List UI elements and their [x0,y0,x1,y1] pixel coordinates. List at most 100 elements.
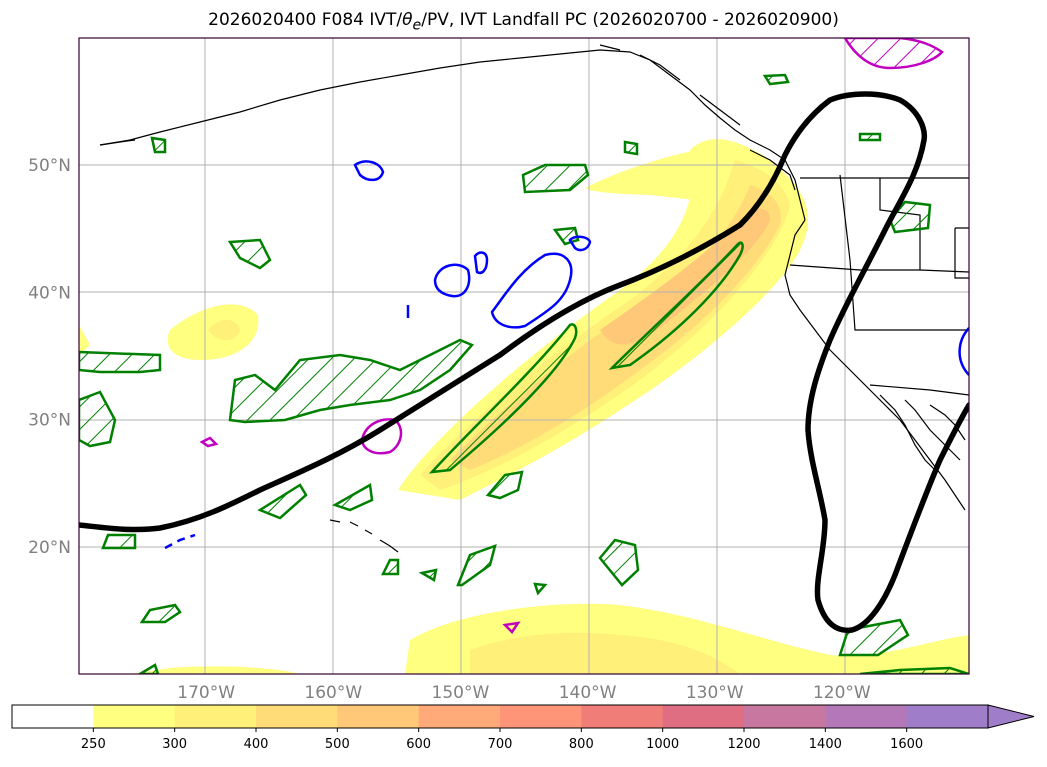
magenta-small-2 [502,621,521,634]
latitude-labels: 20°N 30°N 40°N 50°N [28,156,71,558]
colorbar-tick-label: 1600 [890,737,923,752]
mexico-coast [929,404,966,441]
ivt-landfall-pc [79,91,969,634]
lat-tick-label: 20°N [28,538,71,558]
colorbar-tick-label: 700 [488,737,513,752]
colorbar-segment [906,705,989,728]
colorbar-tick-label: 500 [325,737,350,752]
lon-tick-label: 160°W [304,683,362,703]
colorbar-tick-label: 600 [406,737,431,752]
longitude-labels: 170°W 160°W 150°W 140°W 130°W 120°W [177,683,871,703]
theta-e-blob-8 [456,544,497,587]
magenta-circle [360,418,403,455]
magenta-top [843,38,944,70]
theta-e-blob-20 [533,582,548,596]
magenta-small-1 [199,436,219,448]
lon-tick-label: 120°W [813,683,871,703]
pv-blob-2 [433,263,471,298]
theta-e-blob-3 [552,226,580,246]
baja-california [879,394,961,471]
state-border-5 [954,227,969,279]
colorbar-segment [12,705,94,728]
colorbar-segment [500,705,582,728]
colorbar-segment [337,705,420,728]
colorbar-segment [744,705,826,728]
theta-e-blob-5 [485,470,524,500]
theta-e-blob-16 [762,73,790,86]
colorbar-segment [581,705,664,728]
theta-e-blob-10 [101,533,137,550]
ivt-blob-west-300 [208,319,240,341]
colorbar-segment [825,705,908,728]
colorbar-tick-label: 1000 [646,737,679,752]
theta-e-west-2 [79,390,117,448]
ivt-southwest-250 [130,666,300,674]
colorbar-segment [662,705,745,728]
alaska-coast [99,49,806,221]
theta-e-blob-11 [139,603,182,624]
theta-e-north-diagonal [608,241,744,370]
pv-blob-4 [490,252,573,329]
title-theta-subscript: e [412,17,422,34]
theta-e-blob-14 [380,558,400,576]
lat-tick-label: 40°N [28,283,71,303]
ivt-south-300 [470,632,740,674]
theta-e-blob-9 [598,538,640,587]
theta-e-long-diagonal [428,323,578,474]
lat-tick-label: 30°N [28,411,71,431]
coastlines [99,44,969,553]
map-frame [78,37,970,675]
title-suffix: /PV, IVT Landfall PC (2026020700 - 20260… [421,10,839,30]
ivt-high-contours [199,38,944,634]
colorbar-tick-label: 300 [162,737,187,752]
title-prefix: 2026020400 F084 IVT/ [208,10,403,30]
lon-tick-label: 130°W [686,683,744,703]
bc-islands [599,44,796,191]
lon-tick-label: 150°W [432,683,490,703]
title-theta: θ [402,10,413,30]
theta-e-blob-17 [623,140,639,156]
colorbar-tick-label: 1400 [809,737,842,752]
theta-e-blob-7 [257,483,308,520]
graticule [79,38,969,674]
state-border-2 [789,264,969,273]
landfall-pc-axis [79,91,969,634]
colorbar-segment [418,705,501,728]
theta-e-blob-19 [418,568,438,582]
lon-tick-label: 140°W [559,683,617,703]
theta-e-blob-18 [858,132,882,142]
north-america-coast [784,219,966,511]
theta-e-blob-21 [137,663,160,674]
theta-e-blob-2 [521,163,590,194]
colorbar-tick-label: 400 [244,737,269,752]
theta-e-contours [79,73,969,674]
colorbar-segment [93,705,176,728]
colorbar-extend-arrow [987,704,1035,729]
theta-e-west-1 [79,350,162,374]
state-border-4 [869,384,969,396]
theta-e-blob-15 [150,136,167,154]
pv-blob-1 [353,160,385,182]
colorbar-tick-label: 1200 [727,737,760,752]
colorbar-segment [256,705,338,728]
lat-tick-label: 50°N [28,156,71,176]
theta-e-blob-13 [859,666,969,674]
pv-dashed [164,533,196,550]
map-title: 2026020400 F084 IVT/θe/PV, IVT Landfall … [0,10,1047,33]
aleutians [99,139,136,146]
colorbar: 250 300 400 500 600 700 800 1000 1200 1400 1600 [11,704,1035,752]
ivt-plume-500 [600,208,770,345]
theta-e-blob-6 [331,482,374,512]
pv-contours [164,160,969,550]
theta-e-central-band [228,338,475,424]
colorbar-tick-label: 800 [569,737,594,752]
lon-tick-label: 170°W [177,683,235,703]
colorbar-tick-label: 250 [81,737,106,752]
colorbar-segment [174,705,257,728]
state-border-3 [839,174,969,331]
hawaii-islands [329,519,399,553]
pv-edge-east [958,327,969,376]
theta-e-blob-1 [227,238,272,270]
theta-e-blob-4 [888,200,932,234]
